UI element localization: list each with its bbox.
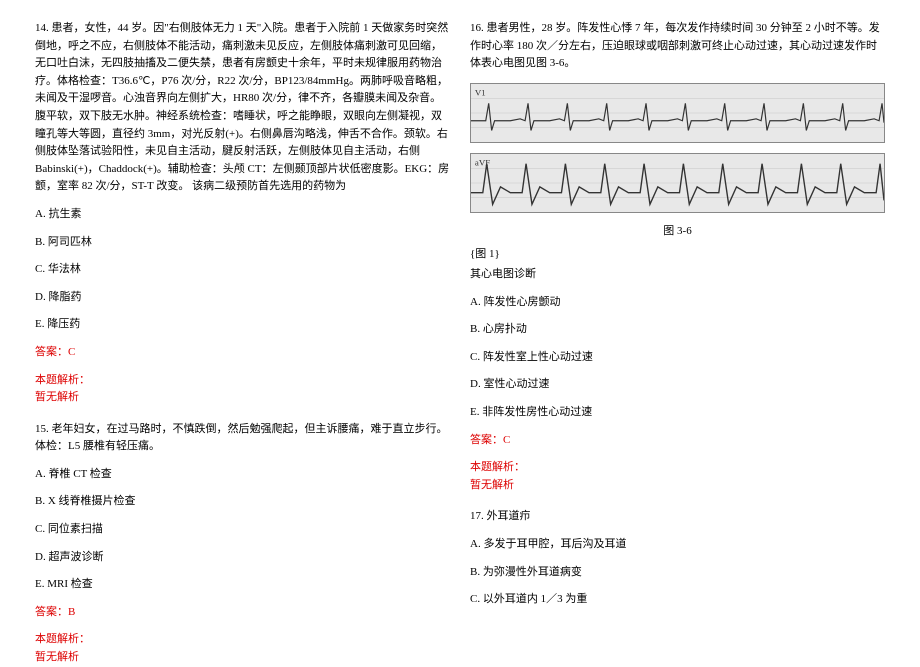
ecg-svg-1: V1: [471, 84, 884, 142]
ecg-lead-label-2: aVF: [475, 157, 490, 167]
q15-jx-body: 暂无解析: [35, 649, 450, 667]
ecg-svg-2: aVF: [471, 154, 884, 212]
q16-opt-b: B. 心房扑动: [470, 321, 885, 339]
left-column: 14. 患者，女性，44 岁。因"右侧肢体无力 1 天"入院。患者于入院前 1 …: [25, 20, 460, 641]
q14-jx-body: 暂无解析: [35, 389, 450, 407]
q16-opt-c: C. 阵发性室上性心动过速: [470, 349, 885, 367]
q14-jx-label: 本题解析：: [35, 372, 450, 390]
q16-jx-body: 暂无解析: [470, 477, 885, 495]
q14-opt-e: E. 降压药: [35, 316, 450, 334]
q14-stem: 14. 患者，女性，44 岁。因"右侧肢体无力 1 天"入院。患者于入院前 1 …: [35, 20, 450, 196]
q15-stem: 15. 老年妇女，在过马路时，不慎跌倒，然后勉强爬起，但主诉腰痛，难于直立步行。…: [35, 421, 450, 456]
q16-opt-e: E. 非阵发性房性心动过速: [470, 404, 885, 422]
q15-opt-b: B. X 线脊椎摄片检查: [35, 493, 450, 511]
q16-jx-label: 本题解析：: [470, 459, 885, 477]
ecg-figure: V1 aVF 图 3-6: [470, 83, 885, 241]
q16-stem: 16. 患者男性，28 岁。阵发性心悸 7 年，每次发作持续时间 30 分钟至 …: [470, 20, 885, 73]
ecg-lead-label-1: V1: [475, 87, 486, 97]
q15-opt-d: D. 超声波诊断: [35, 549, 450, 567]
q14-opt-c: C. 华法林: [35, 261, 450, 279]
q17-opt-a: A. 多发于耳甲腔，耳后沟及耳道: [470, 536, 885, 554]
q15-opt-c: C. 同位素扫描: [35, 521, 450, 539]
q16-opt-d: D. 室性心动过速: [470, 376, 885, 394]
q17-opt-b: B. 为弥漫性外耳道病变: [470, 564, 885, 582]
question-17: 17. 外耳道疖 A. 多发于耳甲腔，耳后沟及耳道 B. 为弥漫性外耳道病变 C…: [470, 508, 885, 608]
q15-answer: 答案：B: [35, 604, 450, 622]
q14-opt-d: D. 降脂药: [35, 289, 450, 307]
question-14: 14. 患者，女性，44 岁。因"右侧肢体无力 1 天"入院。患者于入院前 1 …: [35, 20, 450, 407]
q15-opt-e: E. MRI 检查: [35, 576, 450, 594]
q16-answer: 答案：C: [470, 432, 885, 450]
q17-stem: 17. 外耳道疖: [470, 508, 885, 526]
question-15: 15. 老年妇女，在过马路时，不慎跌倒，然后勉强爬起，但主诉腰痛，难于直立步行。…: [35, 421, 450, 667]
q17-opt-c: C. 以外耳道内 1／3 为重: [470, 591, 885, 609]
q16-opt-a: A. 阵发性心房颤动: [470, 294, 885, 312]
q15-jx-label: 本题解析：: [35, 631, 450, 649]
ecg-caption: 图 3-6: [470, 223, 885, 241]
q14-opt-b: B. 阿司匹林: [35, 234, 450, 252]
q16-fig-note: {图 1}: [470, 246, 885, 264]
ecg-strip-2: aVF: [470, 153, 885, 213]
question-16: 16. 患者男性，28 岁。阵发性心悸 7 年，每次发作持续时间 30 分钟至 …: [470, 20, 885, 494]
q16-subq: 其心电图诊断: [470, 266, 885, 284]
q15-opt-a: A. 脊椎 CT 检查: [35, 466, 450, 484]
right-column: 16. 患者男性，28 岁。阵发性心悸 7 年，每次发作持续时间 30 分钟至 …: [460, 20, 895, 641]
q14-answer: 答案：C: [35, 344, 450, 362]
q14-opt-a: A. 抗生素: [35, 206, 450, 224]
ecg-strip-1: V1: [470, 83, 885, 143]
